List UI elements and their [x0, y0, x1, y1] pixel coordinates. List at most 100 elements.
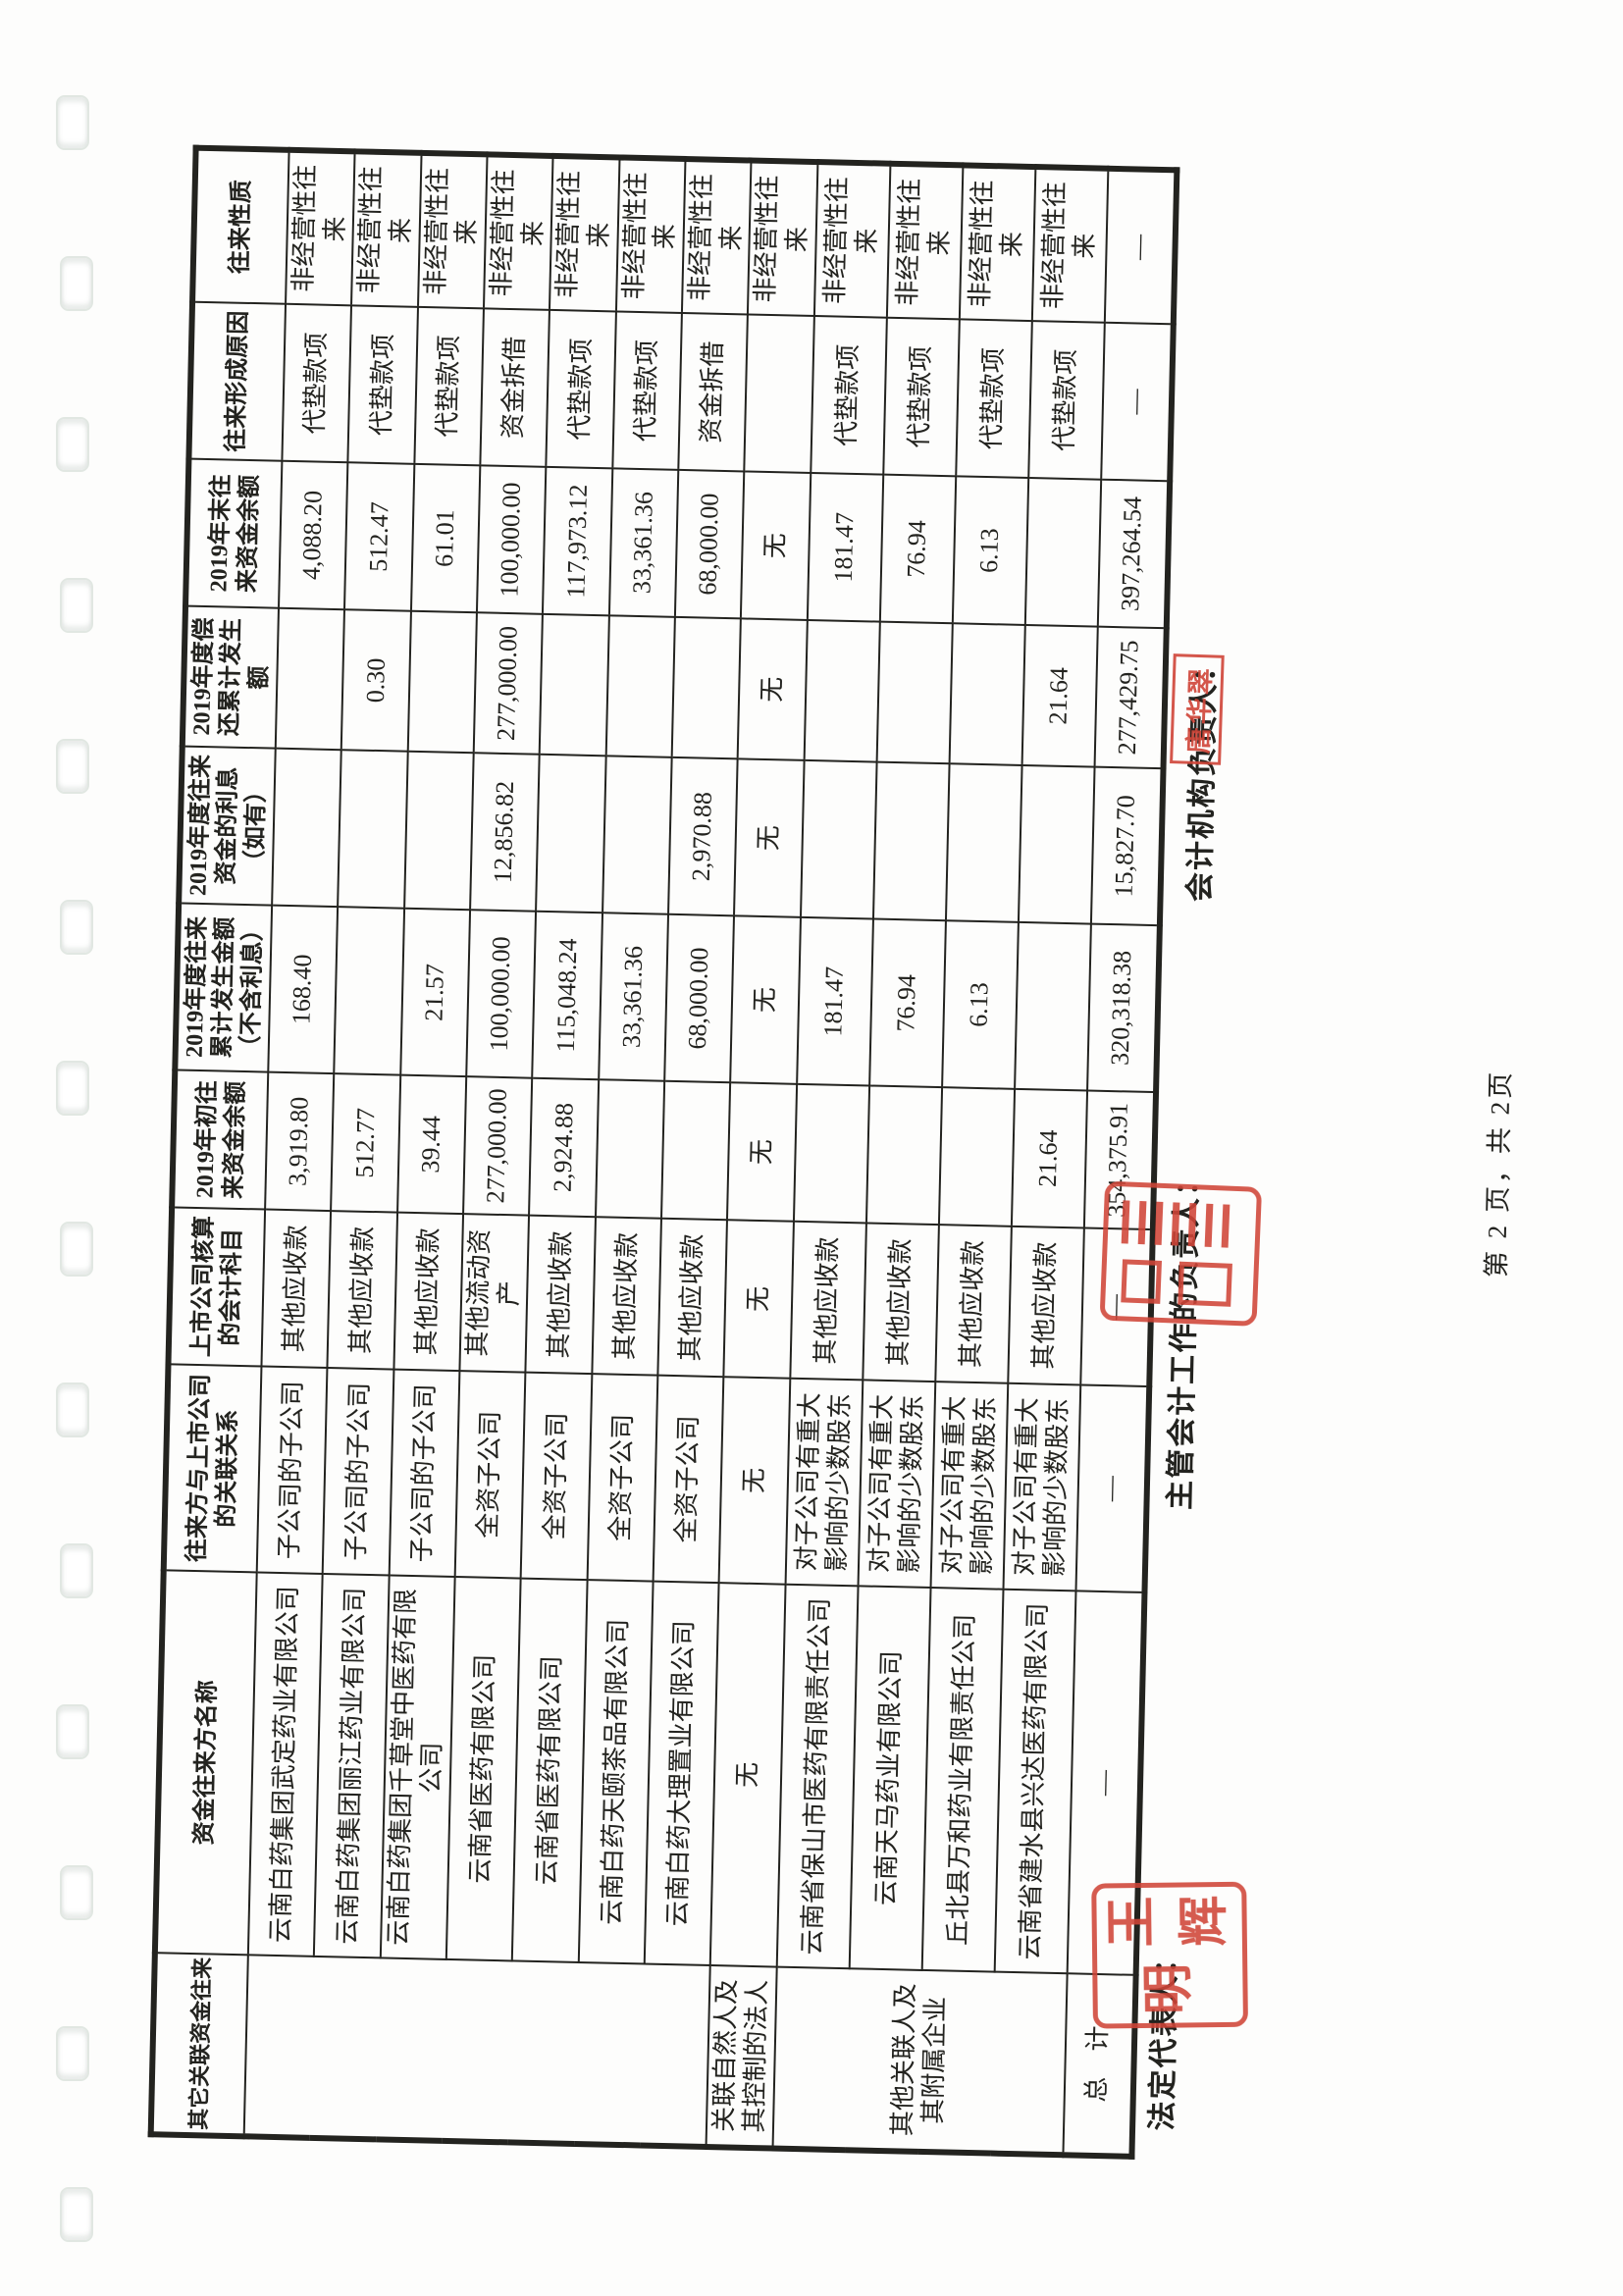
table-cell: 非经营性往来: [813, 162, 891, 318]
table-cell: 非经营性往来: [615, 157, 686, 313]
table-cell-empty: [275, 607, 345, 751]
seal-character: 王: [1104, 1896, 1161, 1948]
table-cell: 其他应收款: [261, 1209, 332, 1369]
table-cell: 云南天马药业有限公司: [849, 1586, 931, 1970]
table-cell: 68,000.00: [664, 913, 735, 1083]
table-cell-empty: [1014, 921, 1091, 1091]
punch-hole: [56, 2026, 89, 2081]
column-header: 2019年度偿还累计发生额: [182, 605, 280, 749]
table-cell: 61.01: [410, 463, 481, 613]
table-cell-empty: [272, 748, 342, 908]
punch-hole: [60, 1222, 93, 1277]
table-cell: 0.30: [341, 609, 411, 752]
punch-hole: [56, 1383, 89, 1437]
table-cell: 277,429.75: [1094, 626, 1167, 769]
punch-hole: [60, 900, 93, 955]
table-cell: 其他应收款: [790, 1221, 866, 1381]
table-cell: 云南白药集团千草堂中医药有限公司: [380, 1575, 455, 1959]
table-cell: 其他应收款: [863, 1223, 939, 1383]
table-cell-empty: [334, 907, 404, 1075]
table-cell-empty: [595, 1079, 665, 1219]
table-container: 其它关联资金往来 资金往来方名称 往来方与上市公司的关联关系 上市公司核算的会计科目 2…: [147, 144, 1180, 2160]
table-cell-empty: [338, 750, 408, 909]
table-cell: 512.77: [331, 1073, 400, 1213]
table-cell: 非经营性往来: [484, 154, 553, 310]
table-cell-empty: [671, 616, 742, 759]
table-cell: 代垫款项: [414, 306, 485, 466]
seal-mark: [1121, 1259, 1163, 1304]
table-cell: 512.47: [344, 462, 415, 611]
table-cell-empty: [605, 615, 675, 757]
table-cell-empty: [540, 613, 609, 757]
table-cell: 其他流动资产: [459, 1214, 530, 1373]
legal-representative-seal: 明 王 辉: [1091, 1881, 1248, 2029]
table-cell: 39.44: [396, 1074, 467, 1215]
table-cell: 21.57: [399, 908, 471, 1077]
punch-hole: [60, 1865, 93, 1920]
column-header: 往来形成原因: [188, 301, 287, 461]
table-cell-empty: [872, 761, 950, 921]
table-cell: 对子公司有重大影响的少数股东: [930, 1382, 1009, 1590]
table-cell: 非经营性往来: [959, 165, 1036, 322]
table-cell: 277,000.00: [473, 612, 544, 755]
table-cell: 无: [734, 758, 805, 917]
table-cell: 全资子公司: [587, 1374, 658, 1582]
table-cell: 无: [710, 1583, 786, 1967]
table-cell: 其他应收款: [1008, 1226, 1084, 1385]
table-cell: 100,000.00: [476, 465, 547, 614]
punch-hole: [60, 256, 93, 311]
table-cell: 代垫款项: [811, 315, 887, 475]
table-cell: 其他应收款: [592, 1217, 662, 1376]
table-cell: 无: [723, 1220, 794, 1379]
table-cell: 其他关联人及其附属企业: [772, 1966, 1068, 2156]
table-cell-empty: [793, 1083, 869, 1224]
table-cell-empty: [800, 759, 877, 919]
table-cell: 15,827.70: [1090, 766, 1164, 926]
punch-hole: [56, 417, 89, 472]
table-cell: 12,856.82: [470, 753, 541, 912]
table-cell-empty: [661, 1080, 731, 1221]
table-cell: 云南省保山市医药有限责任公司: [776, 1584, 859, 1969]
table-cell: 无: [730, 915, 801, 1084]
table-cell: 对子公司有重大影响的少数股东: [858, 1380, 936, 1589]
table-cell: 6.13: [952, 476, 1028, 625]
table-cell: 无: [727, 1082, 797, 1222]
column-header: 2019年末往来资金余额: [185, 458, 283, 608]
table-cell: 21.64: [1011, 1088, 1087, 1228]
table-cell: 代垫款项: [347, 305, 418, 464]
table-cell: 非经营性往来: [417, 152, 488, 309]
table-cell-empty: [243, 1955, 711, 2147]
table-cell: 3,919.80: [265, 1071, 335, 1212]
column-header: 其它关联资金往来: [150, 1953, 248, 2137]
table-cell: 397,264.54: [1097, 479, 1170, 629]
table-cell-empty: [744, 314, 814, 473]
table-cell: 非经营性往来: [286, 149, 355, 306]
page-number: 第 2 页，共 2页: [1481, 1069, 1516, 1278]
table-cell: 21.64: [1021, 624, 1098, 767]
accounting-head-stamp: 唐华翠: [1170, 653, 1225, 765]
punch-hole: [60, 1543, 93, 1598]
table-cell: 代垫款项: [955, 319, 1032, 478]
table-cell: —: [1104, 168, 1178, 325]
table-cell: 对子公司有重大影响的少数股东: [785, 1378, 864, 1587]
table-cell: 4,088.20: [279, 460, 348, 610]
table-cell: 云南白药大理置业有限公司: [644, 1581, 719, 1966]
table-cell: 资金拆借: [678, 312, 749, 472]
table-cell: 代垫款项: [282, 303, 352, 463]
table-cell: 33,361.36: [598, 913, 669, 1081]
table-cell: 非经营性往来: [1031, 167, 1109, 323]
table-cell: 117,973.12: [543, 466, 613, 616]
table-cell: 云南白药集团丽江药业有限公司: [314, 1573, 390, 1958]
table-cell: 子公司的子公司: [256, 1366, 328, 1574]
table-cell-empty: [804, 619, 880, 762]
table-cell: 非经营性往来: [351, 151, 422, 307]
seal-character: 明: [1141, 1962, 1198, 2015]
table-cell-empty: [949, 623, 1025, 765]
column-header: 资金往来方名称: [154, 1570, 257, 1956]
table-cell: 168.40: [268, 905, 339, 1074]
chief-accounting-officer-seal: [1099, 1180, 1263, 1327]
table-cell: 无: [741, 471, 812, 620]
table-cell: 115,048.24: [532, 911, 602, 1080]
table-cell: 云南白药集团武定药业有限公司: [247, 1572, 324, 1957]
